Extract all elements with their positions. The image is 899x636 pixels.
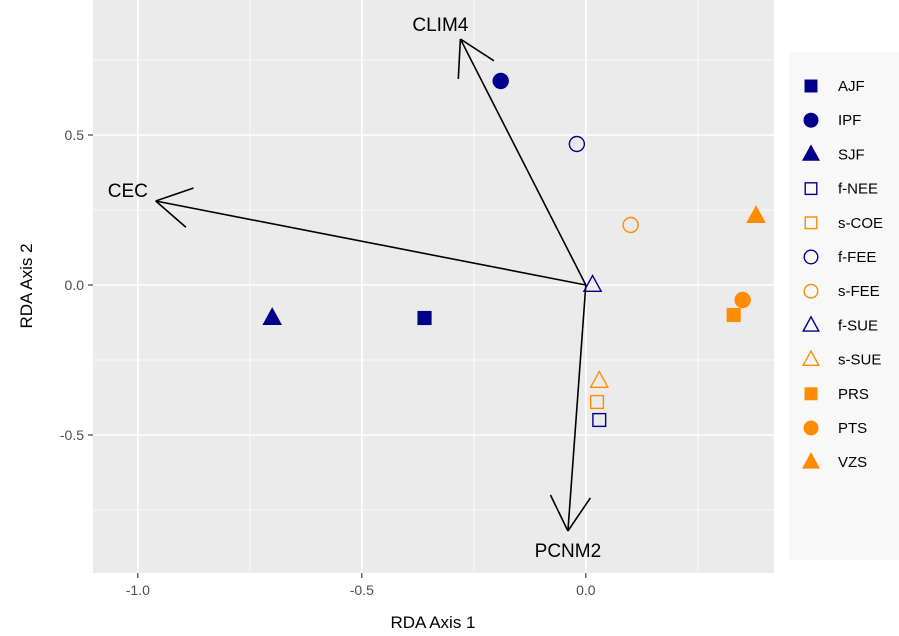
arrow-line — [459, 38, 587, 286]
legend-label: IPF — [838, 112, 861, 129]
legend-label: SJF — [838, 146, 865, 163]
y-tick-label: -0.5 — [60, 427, 84, 443]
legend-key-ipf — [803, 112, 819, 128]
arrow-head — [155, 187, 194, 202]
axis-ticks: -1.0 -0.5 0.0 -0.5 0.0 0.5 — [60, 127, 596, 598]
biplot-arrows: CLIM4 CEC PCNM2 — [108, 15, 601, 562]
legend-key-prs — [804, 387, 818, 401]
point-f-nee — [592, 412, 607, 428]
legend-key-pts — [803, 420, 819, 436]
y-tick-label: 0.0 — [65, 277, 85, 293]
arrow-line — [155, 200, 586, 286]
plot-panel — [93, 0, 774, 573]
legend-key-f-sue — [801, 315, 821, 332]
legend-label: PRS — [838, 386, 869, 403]
arrow-label: CLIM4 — [412, 15, 468, 36]
legend-key-f-fee — [803, 249, 819, 265]
point-f-sue — [582, 274, 603, 292]
legend-label: f-FEE — [838, 249, 876, 266]
arrow-head — [459, 38, 495, 62]
point-sjf — [262, 307, 283, 325]
point-s-fee — [622, 216, 639, 234]
point-f-fee — [568, 135, 586, 153]
legend: AJF IPF SJF f-NEE s-COE f-FEE s-FEE f-SUE s-SUE P… — [801, 78, 883, 471]
legend-key-s-fee — [803, 283, 819, 299]
arrow-head — [549, 494, 569, 532]
grid-minor — [93, 0, 774, 573]
arrow-head — [457, 38, 462, 79]
arrow-line — [567, 284, 587, 532]
legend-label: f-SUE — [838, 317, 878, 334]
legend-key-s-sue — [801, 349, 821, 367]
legend-label: f-NEE — [838, 181, 878, 198]
x-tick-label: 0.0 — [576, 582, 596, 598]
grid-major — [93, 0, 774, 573]
arrow-label: CEC — [108, 181, 148, 202]
legend-key-vzs — [801, 452, 821, 469]
arrow-head — [155, 200, 187, 228]
legend-label: s-FEE — [838, 283, 880, 300]
x-axis-title: RDA Axis 1 — [390, 613, 475, 632]
x-tick-label: -0.5 — [350, 582, 374, 598]
legend-label: PTS — [838, 420, 867, 437]
arrow-head — [567, 497, 592, 532]
point-vzs — [746, 205, 766, 224]
legend-key-f-nee — [804, 182, 818, 196]
legend-label: AJF — [838, 78, 865, 95]
y-tick-label: 0.5 — [65, 127, 85, 143]
arrow-label: PCNM2 — [535, 541, 602, 562]
point-s-sue — [589, 370, 610, 388]
point-prs — [726, 307, 741, 323]
legend-box — [789, 52, 899, 560]
x-tick-label: -1.0 — [126, 582, 150, 598]
point-pts — [734, 291, 751, 309]
legend-key-sjf — [801, 144, 821, 161]
legend-label: s-COE — [838, 215, 883, 232]
legend-key-s-coe — [804, 216, 818, 230]
y-axis-title: RDA Axis 2 — [17, 243, 36, 328]
point-s-coe — [589, 394, 605, 410]
point-ajf — [417, 310, 432, 326]
point-ipf — [492, 72, 509, 90]
legend-label: s-SUE — [838, 352, 881, 369]
legend-label: VZS — [838, 454, 867, 471]
data-points — [262, 72, 766, 428]
legend-key-ajf — [804, 79, 818, 93]
